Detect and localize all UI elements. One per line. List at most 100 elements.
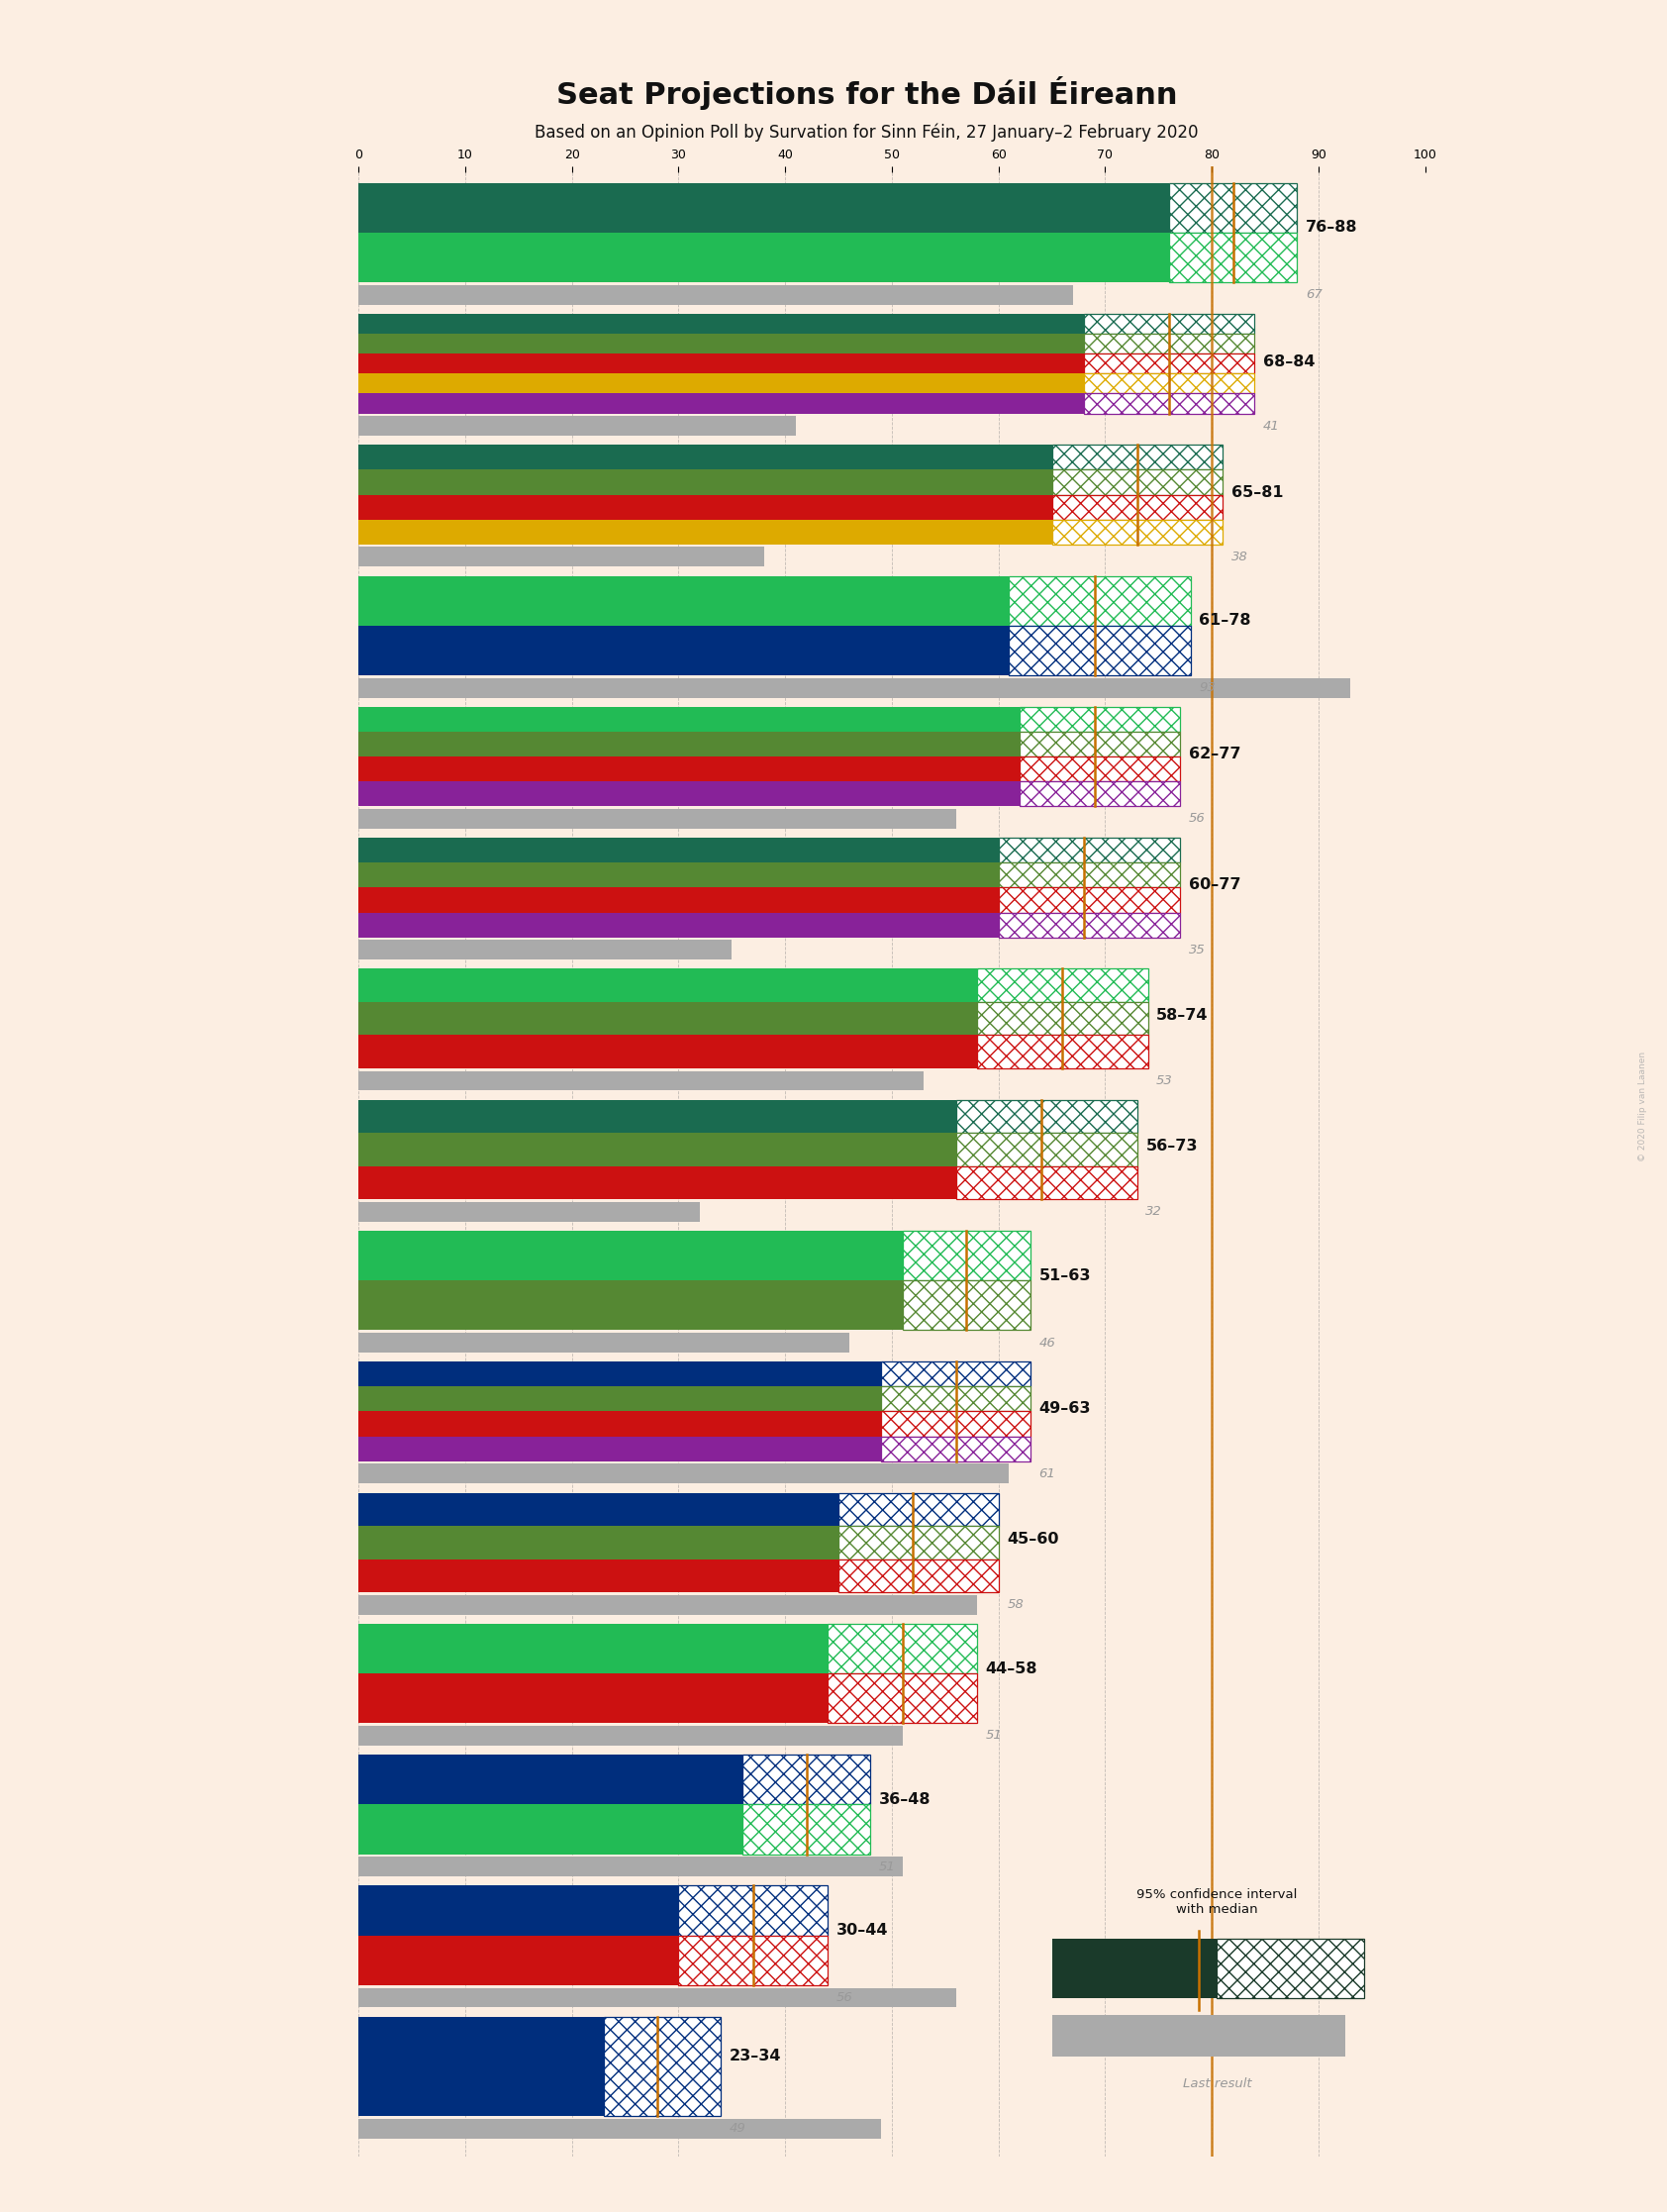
Bar [358, 1674, 828, 1723]
Bar [742, 1805, 870, 1854]
Text: 32: 32 [1145, 1206, 1162, 1219]
Bar [358, 546, 763, 566]
Bar [1020, 732, 1180, 757]
Bar [999, 887, 1180, 914]
Bar [1052, 1940, 1217, 1997]
Bar [358, 810, 955, 830]
Text: © 2020 Filip van Laanen: © 2020 Filip van Laanen [1639, 1051, 1647, 1161]
Bar [1084, 314, 1255, 334]
Bar [358, 184, 1169, 232]
Text: 30–44: 30–44 [837, 1922, 889, 1938]
Bar [358, 757, 1020, 781]
Bar [358, 1334, 849, 1352]
Bar [358, 626, 1009, 675]
Bar [1169, 232, 1297, 283]
Bar [358, 969, 977, 1002]
Bar [902, 1230, 1030, 1281]
Text: 51–63: 51–63 [1039, 1267, 1090, 1283]
Bar [358, 520, 1052, 544]
Text: 23–34: 23–34 [730, 2048, 782, 2064]
Bar [358, 1624, 828, 1674]
Bar [358, 285, 1074, 305]
Bar [882, 1387, 1030, 1411]
Text: 95% confidence interval
with median: 95% confidence interval with median [1137, 1889, 1297, 1916]
Text: 61–78: 61–78 [1199, 613, 1250, 628]
Bar [358, 914, 999, 938]
Bar [1052, 469, 1222, 495]
Bar [358, 1595, 977, 1615]
Bar [358, 1989, 955, 2008]
Text: 56: 56 [1189, 812, 1205, 825]
Bar [358, 1281, 902, 1329]
Bar [839, 1559, 999, 1593]
Bar [358, 1936, 678, 1984]
Bar [358, 1493, 839, 1526]
Bar [358, 940, 732, 960]
Bar [358, 575, 1009, 626]
Bar [1009, 575, 1190, 626]
Bar [1052, 520, 1222, 544]
Text: 35: 35 [1189, 942, 1205, 956]
Bar [977, 1002, 1149, 1035]
Bar [1084, 354, 1255, 374]
Bar [358, 863, 999, 887]
Text: 60–77: 60–77 [1189, 878, 1240, 891]
Bar [955, 1133, 1137, 1166]
Bar [999, 914, 1180, 938]
Text: 76–88: 76–88 [1305, 221, 1357, 234]
Bar [358, 469, 1052, 495]
Bar [1052, 495, 1222, 520]
Bar [902, 1281, 1030, 1329]
Bar [358, 1230, 902, 1281]
Bar [358, 1411, 882, 1436]
Bar [358, 838, 999, 863]
Bar [358, 1526, 839, 1559]
Bar [828, 1674, 977, 1723]
Bar [999, 838, 1180, 863]
Bar [1052, 445, 1222, 469]
Bar [977, 969, 1149, 1002]
Bar [358, 416, 795, 436]
Bar [358, 1387, 882, 1411]
Text: 67: 67 [1305, 288, 1322, 301]
Text: 93: 93 [1199, 681, 1215, 695]
Text: 51: 51 [985, 1730, 1002, 1743]
Bar [358, 1035, 977, 1068]
Text: 46: 46 [1039, 1336, 1055, 1349]
Bar [1020, 708, 1180, 732]
Bar [358, 495, 1052, 520]
Text: 65–81: 65–81 [1232, 484, 1284, 500]
Text: 61: 61 [1039, 1467, 1055, 1480]
Bar [955, 1099, 1137, 1133]
Bar [1169, 184, 1297, 232]
Bar [358, 732, 1020, 757]
Bar [999, 863, 1180, 887]
Bar [603, 2017, 722, 2117]
Bar [358, 1805, 742, 1854]
Bar [358, 445, 1052, 469]
Bar [1052, 2015, 1345, 2057]
Bar [358, 1559, 839, 1593]
Text: 62–77: 62–77 [1189, 748, 1240, 761]
Bar [358, 708, 1020, 732]
Text: 51: 51 [879, 1860, 895, 1874]
Bar [358, 887, 999, 914]
Bar [1009, 626, 1190, 675]
Bar [882, 1411, 1030, 1436]
Bar [828, 1624, 977, 1674]
Bar [358, 1436, 882, 1462]
Text: 58: 58 [1007, 1599, 1024, 1610]
Bar [1084, 374, 1255, 394]
Bar [977, 1035, 1149, 1068]
Text: 38: 38 [1232, 551, 1247, 564]
Text: 49–63: 49–63 [1039, 1402, 1090, 1416]
Bar [955, 1166, 1137, 1199]
Bar [358, 1363, 882, 1387]
Bar [358, 1071, 924, 1091]
Text: Based on an Opinion Poll by Survation for Sinn Féin, 27 January–2 February 2020: Based on an Opinion Poll by Survation fo… [535, 124, 1199, 142]
Text: 56–73: 56–73 [1145, 1139, 1197, 1155]
Bar [839, 1493, 999, 1526]
Bar [358, 1856, 902, 1876]
Bar [358, 354, 1084, 374]
Bar [358, 1166, 955, 1199]
